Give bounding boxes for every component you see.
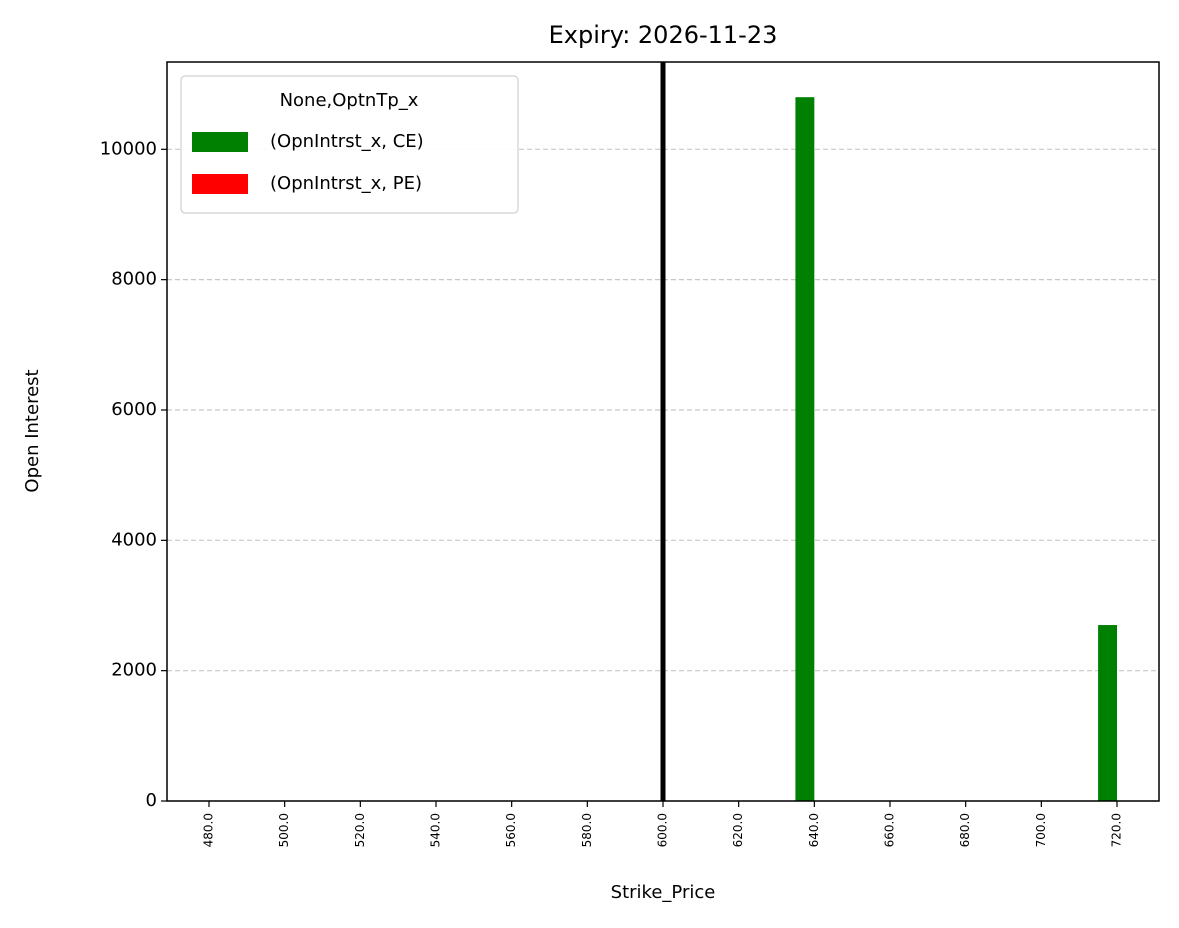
y-tick-label: 4000	[111, 529, 157, 550]
x-tick-label: 560.0	[504, 813, 518, 847]
x-tick-label: 700.0	[1034, 813, 1048, 847]
plot-frame	[166, 61, 1160, 802]
legend-swatch	[192, 174, 248, 194]
chart-title: Expiry: 2026-11-23	[549, 21, 778, 49]
x-tick-label: 580.0	[580, 813, 594, 847]
x-axis-label: Strike_Price	[611, 882, 716, 903]
y-tick-label: 10000	[100, 138, 157, 159]
legend: None,OptnTp_x (OpnIntrst_x, CE) (OpnIntrst…	[180, 75, 519, 214]
x-tick-label: 680.0	[958, 813, 972, 847]
legend-label: (OpnIntrst_x, PE)	[270, 173, 422, 194]
x-tick-label: 620.0	[731, 813, 745, 847]
legend-swatch	[192, 132, 248, 152]
x-tick-label: 540.0	[428, 813, 442, 847]
x-tick-label: 600.0	[656, 813, 670, 847]
x-tick-label: 660.0	[883, 813, 897, 847]
bar	[795, 97, 815, 801]
x-tick-label: 480.0	[201, 813, 215, 847]
y-tick-label: 8000	[111, 269, 157, 290]
x-tick-label: 640.0	[807, 813, 821, 847]
legend-label: (OpnIntrst_x, CE)	[270, 131, 424, 152]
legend-box	[180, 75, 519, 214]
x-tick-label: 720.0	[1110, 813, 1124, 847]
y-tick-label: 6000	[111, 399, 157, 420]
y-tick-label: 0	[146, 790, 157, 811]
y-axis-label: Open Interest	[22, 369, 43, 492]
bar	[1098, 625, 1118, 801]
y-tick-label: 2000	[111, 660, 157, 681]
legend-title: None,OptnTp_x	[280, 90, 419, 111]
x-tick-label: 520.0	[353, 813, 367, 847]
x-tick-label: 500.0	[277, 813, 291, 847]
